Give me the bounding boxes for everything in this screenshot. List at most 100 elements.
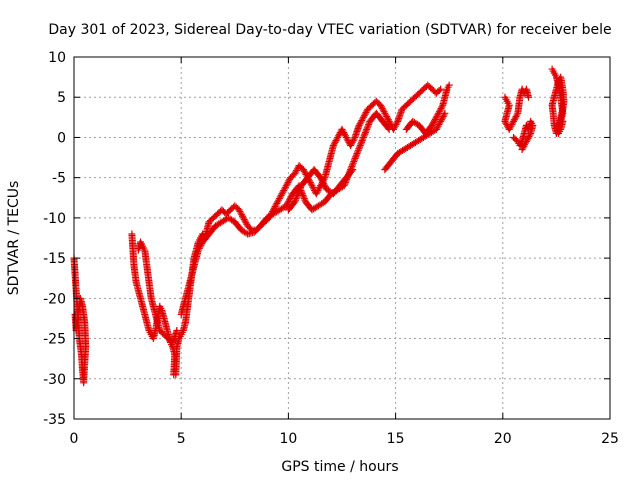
data-point	[332, 137, 340, 145]
data-point	[378, 104, 386, 112]
x-tick-label: 20	[494, 431, 512, 447]
data-point	[291, 170, 299, 178]
data-point	[429, 120, 437, 128]
data-point	[434, 109, 442, 117]
data-point	[379, 106, 387, 114]
data-point	[197, 241, 205, 249]
y-axis-label: SDTVAR / TECUs	[6, 181, 22, 296]
data-point	[293, 193, 301, 201]
chart-title: Day 301 of 2023, Sidereal Day-to-day VTE…	[48, 22, 611, 38]
data-point	[358, 137, 366, 145]
data-point	[330, 140, 338, 148]
data-point	[352, 151, 360, 159]
tick-labels: 0 5 10 15 20 25 -35 -30 -25 -20 -15 -10 -5 0 5 10	[43, 50, 619, 447]
data-point	[341, 132, 349, 140]
data-point	[307, 180, 315, 188]
data-point	[436, 106, 444, 114]
data-point	[363, 125, 371, 133]
data-point	[340, 129, 348, 137]
data-point	[525, 93, 533, 101]
data-point	[356, 120, 364, 128]
data-point	[306, 178, 314, 186]
data-point	[511, 114, 519, 122]
data-point	[343, 135, 351, 143]
data-point	[279, 188, 287, 196]
data-point	[510, 117, 518, 125]
data-point	[296, 185, 304, 193]
data-point	[235, 206, 243, 214]
data-point	[295, 187, 303, 195]
y-tick-label: -20	[43, 291, 66, 307]
data-point	[341, 130, 349, 138]
data-point	[501, 117, 509, 125]
data-point	[360, 112, 368, 120]
data-point	[384, 116, 392, 124]
data-point	[365, 119, 373, 127]
data-point	[284, 199, 292, 207]
data-point	[433, 124, 441, 132]
data-point	[333, 135, 341, 143]
grid-layer	[74, 57, 610, 419]
data-point	[338, 125, 346, 133]
data-point	[275, 195, 283, 203]
data-point	[362, 127, 370, 135]
data-point	[348, 167, 356, 175]
data-point	[507, 122, 515, 130]
data-point	[365, 121, 373, 129]
data-point	[331, 138, 339, 146]
x-tick-label: 0	[70, 431, 79, 447]
data-point	[435, 121, 443, 129]
data-point	[173, 327, 181, 335]
data-point	[301, 169, 309, 177]
data-point	[349, 159, 357, 167]
data-point	[300, 193, 308, 201]
data-point	[362, 109, 370, 117]
data-point	[321, 181, 329, 189]
data-point	[361, 129, 369, 137]
data-point	[285, 196, 293, 204]
data-point	[339, 127, 347, 135]
data-point	[390, 124, 398, 132]
data-point	[334, 133, 342, 141]
data-point	[522, 139, 530, 147]
plot-frame	[73, 56, 611, 420]
data-point	[281, 185, 289, 193]
data-point	[385, 117, 393, 125]
data-point	[317, 175, 325, 183]
data-point	[316, 183, 324, 191]
x-axis-label: GPS time / hours	[281, 459, 398, 475]
data-point	[359, 133, 367, 141]
data-point	[318, 177, 326, 185]
data-point	[364, 122, 372, 130]
data-point	[237, 209, 245, 217]
data-point	[435, 87, 443, 95]
data-point	[292, 168, 300, 176]
data-point	[301, 196, 309, 204]
data-point	[513, 111, 521, 119]
data-point	[439, 113, 447, 121]
data-point	[356, 141, 364, 149]
data-point	[358, 138, 366, 146]
data-point	[284, 178, 292, 186]
data-point	[432, 125, 440, 133]
data-point	[358, 117, 366, 125]
data-point	[270, 204, 278, 212]
data-point	[428, 121, 436, 129]
data-point	[363, 124, 371, 132]
data-point	[519, 144, 527, 152]
data-point	[438, 114, 446, 122]
data-point	[523, 136, 531, 144]
data-point	[436, 119, 444, 127]
data-point	[522, 137, 530, 145]
data-point	[349, 166, 357, 174]
data-point	[360, 132, 368, 140]
data-point	[281, 183, 289, 191]
data-point	[347, 140, 355, 148]
data-point	[348, 138, 356, 146]
data-point	[440, 111, 448, 119]
data-point	[278, 190, 286, 198]
data-point	[239, 212, 247, 220]
data-point	[286, 194, 294, 202]
data-point	[357, 118, 365, 126]
